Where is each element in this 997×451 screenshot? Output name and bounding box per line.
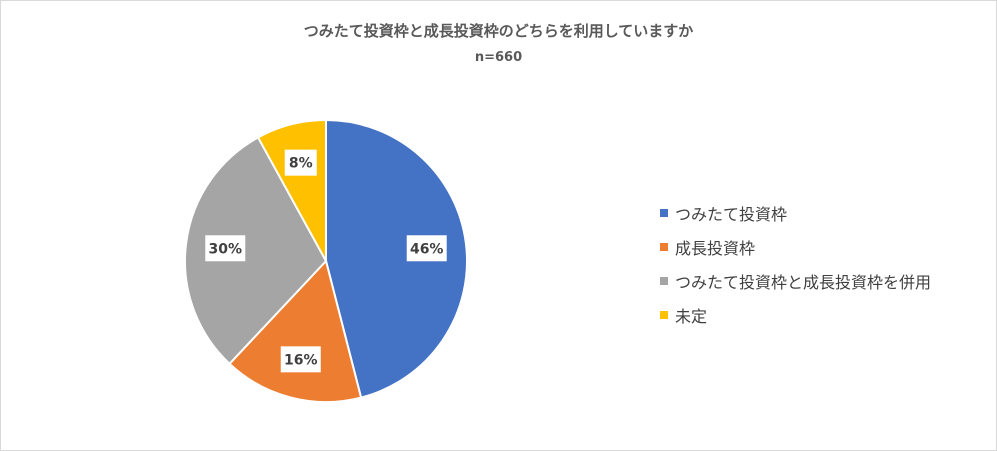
- data-label-seicho: 16%: [280, 346, 321, 373]
- pie-slice-seicho: [228, 258, 363, 403]
- legend-swatch: [660, 209, 668, 217]
- legend-label: つみたて投資枠と成長投資枠を併用: [675, 273, 932, 292]
- legend-item-seicho: 成長投資枠: [660, 230, 931, 264]
- data-label-heiyo: 30%: [205, 235, 246, 262]
- data-label-tsumitate: 46%: [406, 235, 447, 262]
- legend: つみたて投資枠 成長投資枠 つみたて投資枠と成長投資枠を併用 未定: [660, 196, 931, 332]
- chart-subtitle: n=660: [474, 50, 523, 65]
- legend-item-tsumitate: つみたて投資枠: [660, 196, 931, 230]
- data-label-box: [284, 149, 317, 176]
- data-label-text: 16%: [284, 352, 318, 368]
- pie-slice-heiyo: [184, 136, 328, 366]
- data-label-text: 8%: [289, 156, 313, 172]
- legend-label: 未定: [675, 307, 708, 326]
- data-label-mitei: 8%: [284, 149, 317, 176]
- legend-swatch: [660, 277, 668, 285]
- legend-item-mitei: 未定: [660, 298, 931, 332]
- legend-label: つみたて投資枠: [675, 205, 788, 224]
- data-label-text: 46%: [410, 241, 444, 257]
- legend-item-heiyo: つみたて投資枠と成長投資枠を併用: [660, 264, 931, 298]
- legend-swatch: [660, 311, 668, 319]
- data-label-box: [280, 346, 321, 373]
- legend-label: 成長投資枠: [675, 239, 756, 258]
- legend-swatch: [660, 243, 668, 251]
- pie-slice-tsumitate: [325, 118, 468, 399]
- pie-slices: [184, 118, 468, 403]
- chart-title: つみたて投資枠と成長投資枠のどちらを利用していますか: [303, 22, 694, 40]
- data-label-box: [406, 235, 447, 262]
- pie-data-labels: 46% 16% 30% 8%: [205, 149, 447, 373]
- data-label-box: [205, 235, 246, 262]
- data-label-text: 30%: [209, 241, 243, 257]
